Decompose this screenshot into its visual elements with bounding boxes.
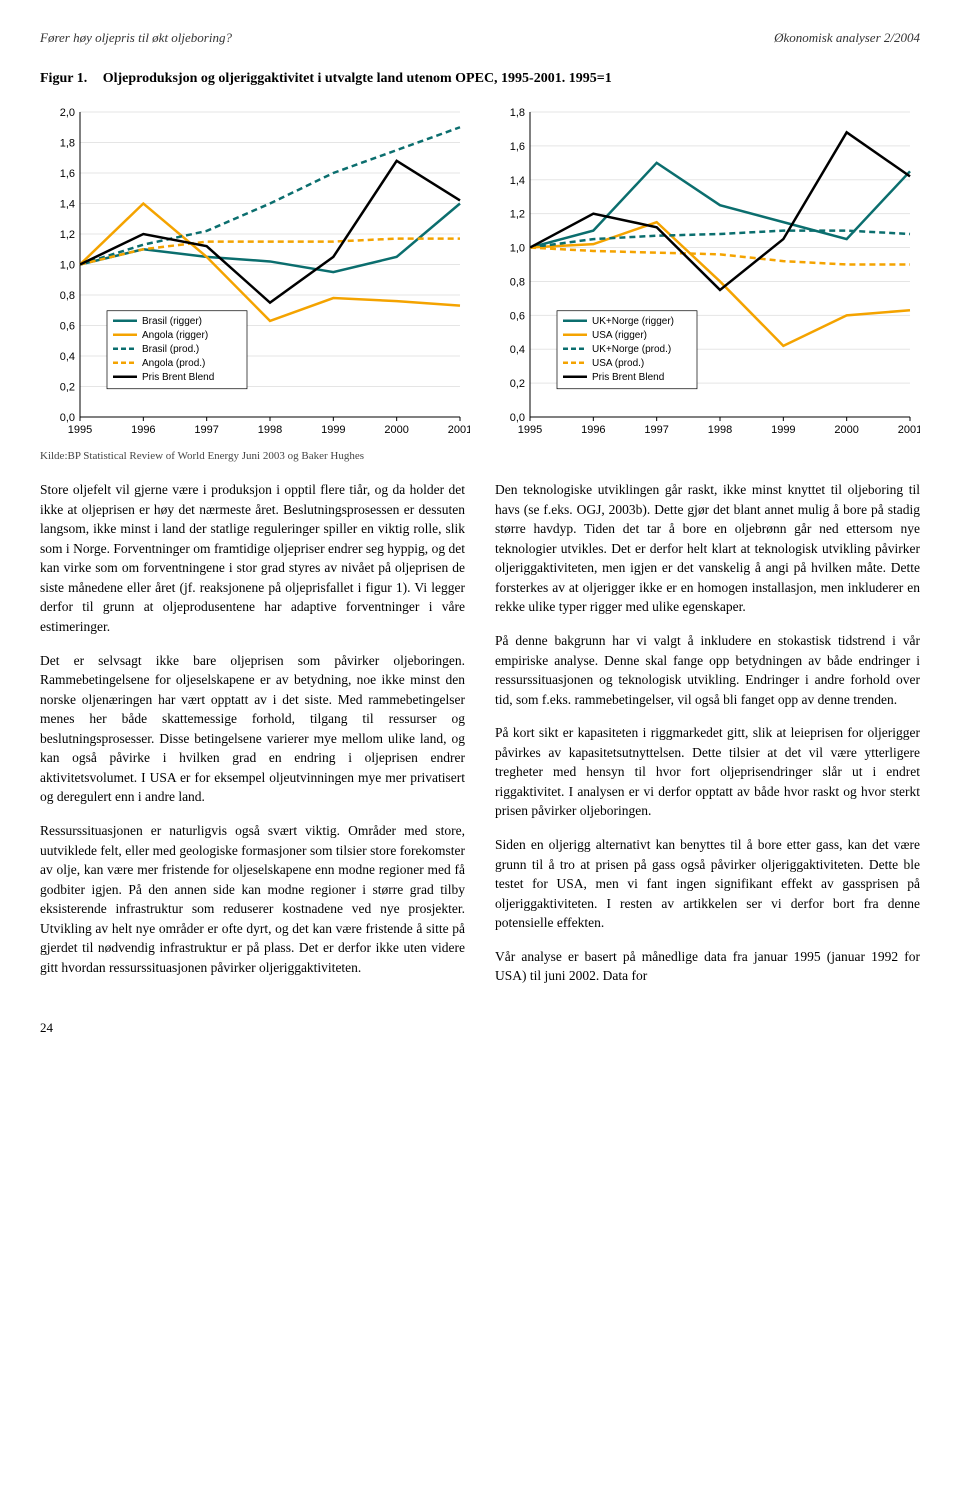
svg-text:1995: 1995 [518, 424, 542, 436]
svg-text:1996: 1996 [131, 424, 155, 436]
svg-text:1999: 1999 [321, 424, 345, 436]
body-paragraph: Ressurssituasjonen er naturligvis også s… [40, 821, 465, 978]
svg-text:0,4: 0,4 [60, 351, 75, 363]
figure-caption: Oljeproduksjon og oljeriggaktivitet i ut… [103, 71, 612, 86]
svg-text:1998: 1998 [258, 424, 282, 436]
svg-text:1,2: 1,2 [510, 209, 525, 221]
header-right: Økonomisk analyser 2/2004 [774, 30, 920, 46]
header-left: Fører høy oljepris til økt oljeboring? [40, 30, 232, 46]
svg-text:0,2: 0,2 [510, 378, 525, 390]
svg-text:0,0: 0,0 [510, 412, 525, 424]
svg-text:1995: 1995 [68, 424, 92, 436]
svg-text:2,0: 2,0 [60, 107, 75, 119]
left-column: Store oljefelt vil gjerne være i produks… [40, 480, 465, 1000]
svg-text:Angola (rigger): Angola (rigger) [142, 330, 208, 341]
figure-label: Figur 1. [40, 71, 87, 86]
svg-text:USA (rigger): USA (rigger) [592, 330, 647, 341]
body-paragraph: Vår analyse er basert på månedlige data … [495, 947, 920, 986]
svg-text:USA (prod.): USA (prod.) [592, 358, 644, 369]
svg-text:0,6: 0,6 [510, 310, 525, 322]
svg-text:2000: 2000 [834, 424, 858, 436]
svg-text:1,6: 1,6 [510, 141, 525, 153]
page-number: 24 [40, 1020, 920, 1036]
svg-text:0,4: 0,4 [510, 344, 525, 356]
figure-title: Figur 1. Oljeproduksjon og oljeriggaktiv… [40, 71, 920, 87]
svg-text:1,8: 1,8 [510, 107, 525, 119]
charts-container: 0,0 0,2 0,4 0,6 0,8 1,0 1,2 1,4 1,6 1,8 2,0 1995 199… [40, 102, 920, 442]
body-paragraph: Den teknologiske utviklingen går raskt, … [495, 480, 920, 617]
svg-text:0,0: 0,0 [60, 412, 75, 424]
page-header: Fører høy oljepris til økt oljeboring? Ø… [40, 30, 920, 46]
right-chart: 0,0 0,2 0,4 0,6 0,8 1,0 1,2 1,4 1,6 1,8 1995 1996 19… [490, 102, 920, 442]
svg-text:1998: 1998 [708, 424, 732, 436]
svg-text:1999: 1999 [771, 424, 795, 436]
right-column: Den teknologiske utviklingen går raskt, … [495, 480, 920, 1000]
svg-text:Pris Brent Blend: Pris Brent Blend [592, 372, 664, 383]
svg-text:UK+Norge (prod.): UK+Norge (prod.) [592, 344, 671, 355]
svg-text:Brasil (prod.): Brasil (prod.) [142, 344, 199, 355]
body-paragraph: Det er selvsagt ikke bare oljeprisen som… [40, 651, 465, 808]
left-chart-svg: 0,0 0,2 0,4 0,6 0,8 1,0 1,2 1,4 1,6 1,8 2,0 1995 199… [40, 102, 470, 442]
svg-text:0,8: 0,8 [510, 276, 525, 288]
svg-text:1,4: 1,4 [510, 175, 525, 187]
body-columns: Store oljefelt vil gjerne være i produks… [40, 480, 920, 1000]
body-paragraph: På kort sikt er kapasiteten i riggmarked… [495, 723, 920, 821]
svg-text:2000: 2000 [384, 424, 408, 436]
svg-text:Brasil (rigger): Brasil (rigger) [142, 316, 202, 327]
svg-text:UK+Norge (rigger): UK+Norge (rigger) [592, 316, 674, 327]
svg-text:1,0: 1,0 [60, 260, 75, 272]
svg-text:1997: 1997 [194, 424, 218, 436]
svg-text:1,8: 1,8 [60, 138, 75, 150]
svg-text:2001: 2001 [898, 424, 920, 436]
svg-text:1,0: 1,0 [510, 243, 525, 255]
svg-text:1996: 1996 [581, 424, 605, 436]
right-chart-svg: 0,0 0,2 0,4 0,6 0,8 1,0 1,2 1,4 1,6 1,8 1995 1996 19… [490, 102, 920, 442]
body-paragraph: På denne bakgrunn har vi valgt å inklude… [495, 631, 920, 709]
body-paragraph: Store oljefelt vil gjerne være i produks… [40, 480, 465, 637]
svg-text:1997: 1997 [644, 424, 668, 436]
svg-text:1,2: 1,2 [60, 229, 75, 241]
svg-text:0,2: 0,2 [60, 382, 75, 394]
svg-text:1,4: 1,4 [60, 199, 75, 211]
left-chart: 0,0 0,2 0,4 0,6 0,8 1,0 1,2 1,4 1,6 1,8 2,0 1995 199… [40, 102, 470, 442]
svg-text:0,8: 0,8 [60, 290, 75, 302]
figure-source: Kilde:BP Statistical Review of World Ene… [40, 450, 920, 462]
body-paragraph: Siden en oljerigg alternativt kan benytt… [495, 835, 920, 933]
svg-text:0,6: 0,6 [60, 321, 75, 333]
svg-text:Pris Brent Blend: Pris Brent Blend [142, 372, 214, 383]
svg-text:1,6: 1,6 [60, 168, 75, 180]
svg-text:Angola (prod.): Angola (prod.) [142, 358, 205, 369]
svg-text:2001: 2001 [448, 424, 470, 436]
